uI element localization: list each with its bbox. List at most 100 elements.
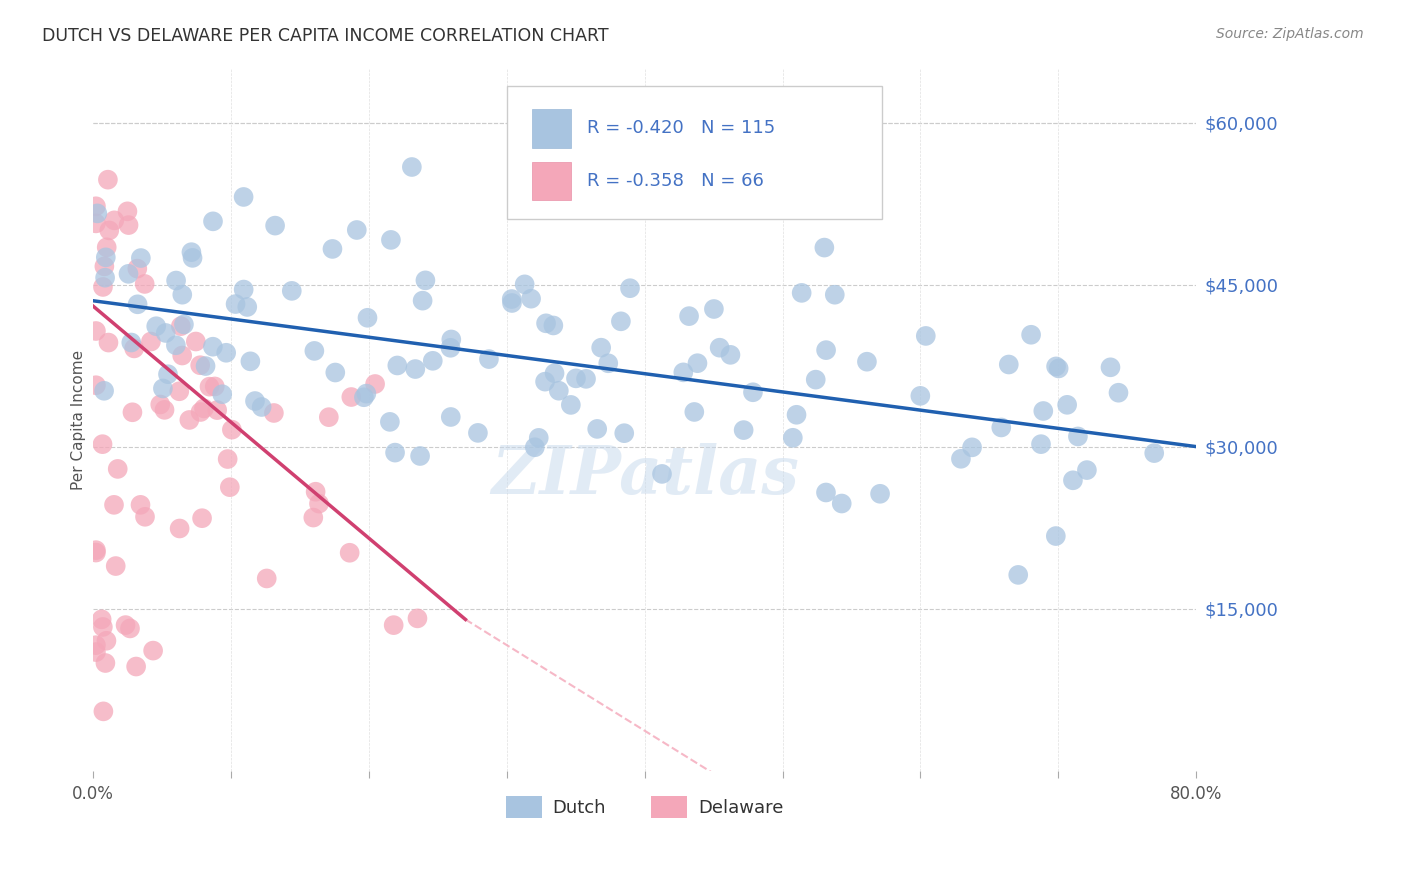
- Delaware: [188, 358, 211, 372]
- Delaware: [125, 659, 148, 673]
- Delaware: [121, 405, 143, 419]
- Delaware: [84, 324, 107, 338]
- Delaware: [364, 376, 387, 391]
- Dutch: [165, 274, 187, 288]
- Delaware: [193, 401, 215, 416]
- Dutch: [94, 251, 117, 265]
- Delaware: [172, 349, 194, 363]
- Dutch: [856, 354, 879, 368]
- Delaware: [406, 611, 429, 625]
- Dutch: [86, 206, 108, 220]
- Delaware: [90, 612, 112, 626]
- Delaware: [184, 334, 207, 349]
- Delaware: [84, 638, 107, 652]
- Delaware: [97, 172, 120, 186]
- Dutch: [910, 389, 932, 403]
- Dutch: [501, 296, 523, 310]
- Dutch: [384, 445, 406, 459]
- Text: ZIPatlas: ZIPatlas: [491, 443, 799, 508]
- Dutch: [742, 385, 765, 400]
- Dutch: [733, 423, 755, 437]
- Dutch: [440, 333, 463, 347]
- Bar: [533, 109, 571, 147]
- Dutch: [949, 451, 972, 466]
- Dutch: [440, 409, 463, 424]
- Dutch: [194, 359, 217, 373]
- Delaware: [256, 571, 278, 585]
- Dutch: [201, 214, 224, 228]
- Bar: [533, 161, 571, 200]
- Dutch: [591, 341, 613, 355]
- Dutch: [281, 284, 304, 298]
- Dutch: [1045, 529, 1067, 543]
- Dutch: [232, 283, 254, 297]
- Delaware: [94, 656, 117, 670]
- Dutch: [651, 467, 673, 481]
- Delaware: [142, 643, 165, 657]
- Dutch: [575, 372, 598, 386]
- Dutch: [547, 384, 569, 398]
- Dutch: [201, 340, 224, 354]
- Delaware: [308, 497, 330, 511]
- Dutch: [1019, 327, 1042, 342]
- Delaware: [84, 645, 107, 659]
- Dutch: [1099, 360, 1122, 375]
- Delaware: [221, 423, 243, 437]
- Dutch: [672, 365, 695, 379]
- Dutch: [813, 241, 835, 255]
- Dutch: [990, 420, 1012, 434]
- Delaware: [114, 618, 136, 632]
- Dutch: [250, 400, 273, 414]
- Dutch: [127, 297, 149, 311]
- Delaware: [91, 620, 114, 634]
- Dutch: [165, 338, 187, 352]
- Dutch: [215, 345, 238, 359]
- Dutch: [156, 368, 179, 382]
- Dutch: [513, 277, 536, 292]
- Delaware: [217, 452, 239, 467]
- Dutch: [94, 270, 117, 285]
- Delaware: [127, 261, 149, 276]
- Delaware: [318, 410, 340, 425]
- Dutch: [824, 287, 846, 301]
- Dutch: [619, 281, 641, 295]
- Dutch: [1143, 446, 1166, 460]
- Delaware: [107, 462, 129, 476]
- Delaware: [382, 618, 405, 632]
- Delaware: [103, 213, 125, 227]
- Delaware: [339, 546, 361, 560]
- Dutch: [782, 431, 804, 445]
- Dutch: [543, 318, 565, 333]
- Dutch: [478, 352, 501, 367]
- Dutch: [1007, 567, 1029, 582]
- Dutch: [380, 233, 402, 247]
- Delaware: [179, 413, 201, 427]
- Delaware: [103, 498, 125, 512]
- Dutch: [501, 292, 523, 306]
- Dutch: [401, 160, 423, 174]
- Delaware: [129, 498, 152, 512]
- Dutch: [831, 496, 853, 510]
- Delaware: [304, 484, 326, 499]
- Dutch: [304, 343, 326, 358]
- Delaware: [117, 204, 139, 219]
- Delaware: [84, 378, 107, 392]
- Dutch: [422, 353, 444, 368]
- Dutch: [321, 242, 343, 256]
- Dutch: [598, 356, 620, 370]
- Dutch: [790, 285, 813, 300]
- Dutch: [686, 356, 709, 370]
- Delaware: [302, 510, 325, 524]
- Dutch: [93, 384, 115, 398]
- Dutch: [129, 251, 152, 265]
- Dutch: [264, 219, 287, 233]
- Dutch: [117, 267, 139, 281]
- Dutch: [914, 329, 936, 343]
- Dutch: [1029, 437, 1052, 451]
- Dutch: [703, 301, 725, 316]
- Dutch: [180, 245, 202, 260]
- Dutch: [172, 287, 194, 301]
- Dutch: [1047, 361, 1070, 376]
- Delaware: [263, 406, 285, 420]
- Dutch: [960, 441, 983, 455]
